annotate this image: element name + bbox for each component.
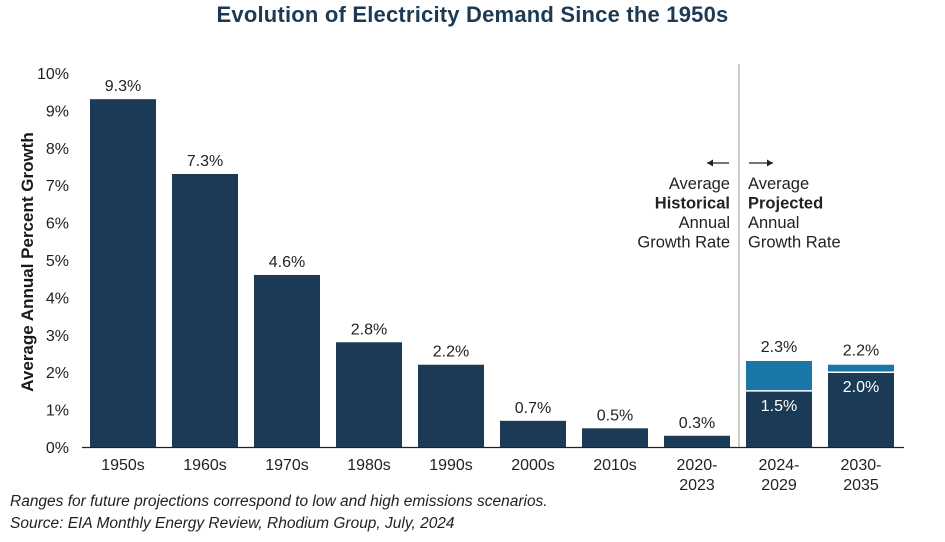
projected-arrow-icon bbox=[767, 159, 773, 167]
bar-value-label-low: 1.5% bbox=[761, 398, 797, 415]
bar-projected-low bbox=[828, 372, 894, 447]
y-tick-label: 2% bbox=[46, 365, 69, 382]
y-tick-label: 5% bbox=[46, 253, 69, 270]
historical-annotation-line: Growth Rate bbox=[637, 234, 730, 252]
footnote-source: Source: EIA Monthly Energy Review, Rhodi… bbox=[10, 515, 455, 532]
projected-annotation-line: Annual bbox=[748, 214, 799, 232]
x-tick-label: 2000s bbox=[511, 457, 555, 474]
bar-value-label: 9.3% bbox=[105, 78, 141, 95]
x-tick-label: 2023 bbox=[679, 477, 715, 494]
y-tick-label: 8% bbox=[46, 141, 69, 158]
y-tick-label: 1% bbox=[46, 403, 69, 420]
bar-value-label: 2.8% bbox=[351, 321, 387, 338]
bar-value-label: 0.5% bbox=[597, 407, 633, 424]
projected-annotation-line: Average bbox=[748, 175, 809, 193]
x-tick-label: 1990s bbox=[429, 457, 473, 474]
bar-value-label: 7.3% bbox=[187, 153, 223, 170]
bar-historical bbox=[664, 435, 730, 447]
bar-value-label: 0.3% bbox=[679, 415, 715, 432]
y-axis-title: Average Annual Percent Growth bbox=[18, 132, 37, 391]
bar-historical bbox=[500, 420, 566, 447]
y-tick-label: 10% bbox=[37, 66, 69, 83]
x-tick-label: 1950s bbox=[101, 457, 145, 474]
bar-value-label: 2.2% bbox=[433, 344, 469, 361]
bar-value-label-high: 2.3% bbox=[761, 339, 797, 356]
bar-value-label-high: 2.2% bbox=[843, 343, 879, 360]
bar-value-label-low: 2.0% bbox=[843, 379, 879, 396]
bar-historical bbox=[90, 99, 156, 448]
historical-annotation-line: Historical bbox=[655, 195, 730, 213]
projected-annotation-line: Growth Rate bbox=[748, 234, 841, 252]
x-tick-label: 1980s bbox=[347, 457, 391, 474]
bar-value-label: 0.7% bbox=[515, 400, 551, 417]
bar-projected-high bbox=[746, 360, 812, 391]
x-tick-label: 2024- bbox=[759, 457, 800, 474]
y-tick-label: 3% bbox=[46, 328, 69, 345]
y-tick-label: 6% bbox=[46, 216, 69, 233]
historical-annotation-line: Average bbox=[669, 175, 730, 193]
bar-projected-low bbox=[746, 390, 812, 447]
bar-value-label: 4.6% bbox=[269, 254, 305, 271]
bar-historical bbox=[582, 428, 648, 447]
x-tick-label: 2035 bbox=[843, 477, 879, 494]
projected-annotation-line: Projected bbox=[748, 195, 823, 213]
bar-projected-high bbox=[828, 364, 894, 373]
historical-annotation-line: Annual bbox=[679, 214, 730, 232]
footnote-scenarios: Ranges for future projections correspond… bbox=[10, 493, 548, 510]
y-tick-label: 9% bbox=[46, 103, 69, 120]
x-tick-label: 2029 bbox=[761, 477, 797, 494]
chart-title: Evolution of Electricity Demand Since th… bbox=[216, 2, 729, 27]
x-tick-label: 2020- bbox=[677, 457, 718, 474]
x-tick-label: 2030- bbox=[841, 457, 882, 474]
y-tick-label: 7% bbox=[46, 178, 69, 195]
y-tick-label: 0% bbox=[46, 440, 69, 457]
x-tick-label: 1960s bbox=[183, 457, 227, 474]
bar-historical bbox=[418, 364, 484, 447]
x-tick-label: 2010s bbox=[593, 457, 637, 474]
x-tick-label: 1970s bbox=[265, 457, 309, 474]
bar-historical bbox=[336, 342, 402, 447]
bar-historical bbox=[172, 173, 238, 448]
bar-historical bbox=[254, 274, 320, 447]
y-tick-label: 4% bbox=[46, 290, 69, 307]
historical-arrow-icon bbox=[707, 159, 713, 167]
